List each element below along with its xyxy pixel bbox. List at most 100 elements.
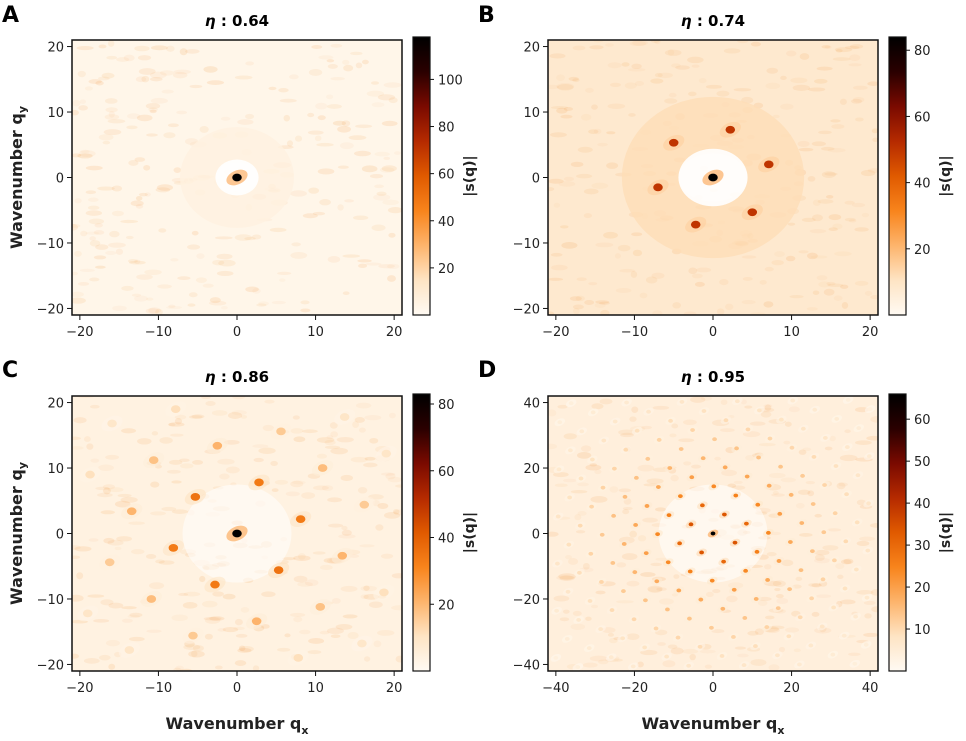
speckle (208, 300, 227, 306)
speckle (780, 75, 787, 80)
y-tick-label: −10 (37, 593, 64, 608)
speckle (116, 536, 133, 542)
speckle (97, 76, 110, 81)
speckle (797, 140, 810, 147)
speckle (290, 480, 304, 488)
speckle (832, 57, 851, 61)
speckle (286, 140, 294, 147)
speckle (176, 110, 188, 115)
speckle (341, 120, 351, 127)
speckle (775, 594, 784, 599)
speckle (711, 629, 725, 634)
speckle (821, 171, 836, 178)
speckle (291, 242, 301, 247)
colorbar-tick-label: 40 (438, 215, 455, 230)
bragg-peak (578, 476, 584, 481)
speckle (130, 200, 144, 207)
speckle (269, 227, 287, 233)
speckle (103, 129, 122, 136)
speckle (340, 474, 353, 482)
speckle (780, 103, 794, 110)
speckle (852, 96, 865, 103)
speckle (77, 153, 93, 159)
speckle (201, 396, 211, 400)
bragg-peak (865, 548, 871, 553)
speckle (556, 84, 574, 91)
bragg-peak (273, 566, 284, 575)
y-tick-label: 0 (56, 528, 64, 543)
speckle (131, 293, 142, 297)
speckle (615, 288, 632, 293)
speckle (605, 43, 614, 47)
bragg-peak (741, 663, 747, 668)
speckle (311, 45, 323, 49)
speckle (591, 182, 609, 189)
y-tick-label: 10 (523, 106, 540, 121)
speckle (811, 214, 823, 222)
speckle (774, 587, 781, 592)
speckle (108, 110, 115, 118)
bragg-peak (808, 643, 814, 648)
bragg-peak (766, 530, 771, 535)
speckle (195, 277, 207, 284)
speckle (387, 476, 402, 483)
speckle (395, 655, 402, 663)
title-symbol: η (681, 368, 692, 386)
speckle (170, 433, 184, 437)
speckle (843, 558, 854, 565)
speckle (553, 472, 569, 478)
bragg-peak (589, 504, 594, 509)
speckle (292, 480, 306, 485)
speckle (814, 557, 831, 564)
speckle (339, 142, 354, 150)
bragg-peak (788, 540, 793, 544)
speckle (108, 602, 124, 609)
bragg-peak (576, 617, 582, 622)
speckle (654, 72, 663, 78)
bragg-peak (608, 655, 614, 660)
speckle (277, 647, 291, 652)
speckle (97, 186, 115, 191)
bragg-peak (678, 447, 684, 451)
bragg-peak (293, 654, 304, 662)
speckle (798, 147, 814, 152)
speckle (102, 484, 115, 490)
speckle (630, 271, 638, 278)
speckle (780, 477, 797, 483)
speckle (764, 266, 774, 272)
speckle (214, 665, 223, 670)
speckle (764, 404, 772, 411)
speckle (741, 299, 756, 305)
speckle (600, 309, 610, 315)
bragg-peak (700, 503, 705, 508)
bragg-peak (800, 426, 806, 431)
speckle (369, 173, 384, 179)
bragg-peak (565, 589, 571, 594)
x-tick-label: 10 (783, 325, 800, 340)
bragg-peak (731, 587, 737, 592)
speckle (72, 153, 82, 158)
x-tick-label: −10 (145, 681, 172, 696)
x-tick-label: −20 (621, 681, 648, 696)
speckle (668, 92, 677, 98)
speckle (359, 544, 375, 548)
speckle (327, 64, 338, 69)
speckle (381, 165, 397, 172)
bragg-peak (753, 597, 759, 601)
speckle (696, 267, 712, 273)
speckle (166, 469, 181, 474)
speckle (632, 249, 643, 257)
x-tick-label: 0 (709, 325, 717, 340)
bragg-peak (830, 652, 836, 657)
speckle (297, 553, 306, 560)
speckle (98, 44, 107, 49)
speckle (548, 409, 557, 417)
title-symbol: η (205, 368, 216, 386)
speckle (671, 63, 681, 68)
speckle (854, 440, 872, 445)
speckle (330, 447, 349, 455)
speckle (79, 268, 95, 273)
speckle (80, 230, 88, 237)
bragg-peak (734, 446, 739, 451)
speckle (196, 253, 205, 260)
